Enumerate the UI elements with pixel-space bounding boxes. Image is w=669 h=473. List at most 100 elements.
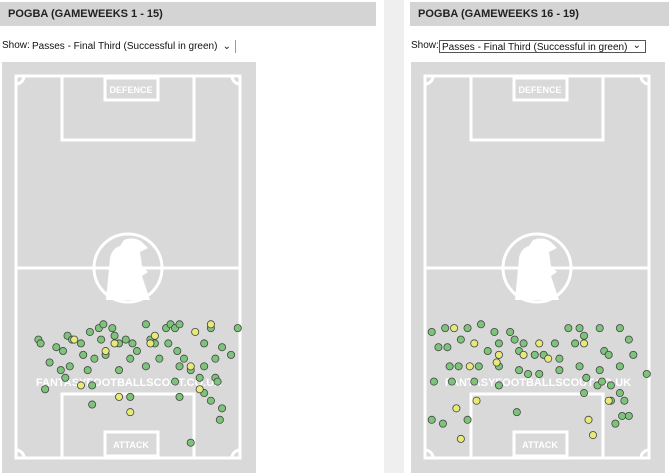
centre-circle — [92, 232, 164, 304]
pass-dot — [515, 366, 524, 375]
pass-dot — [595, 366, 604, 375]
pass-dot — [218, 404, 227, 413]
pass-dot — [456, 335, 465, 344]
pass-dot — [175, 392, 184, 401]
pass-dot — [233, 324, 242, 333]
goal-box — [512, 76, 569, 102]
pass-dot — [88, 400, 97, 409]
corner-arc — [15, 75, 26, 86]
pass-dot — [141, 320, 150, 329]
pass-dot — [463, 324, 472, 333]
pass-dot — [620, 396, 629, 405]
pass-dot — [606, 381, 615, 390]
pass-dot — [575, 362, 584, 371]
pass-dot — [445, 362, 454, 371]
pass-dot — [429, 377, 438, 386]
pass-dot — [519, 339, 528, 348]
panel-title: POGBA (GAMEWEEKS 16 - 19) — [410, 2, 669, 26]
pass-dot — [642, 369, 651, 378]
corner-arc — [639, 448, 650, 459]
pass-dot — [443, 343, 452, 352]
corner-arc — [230, 75, 241, 86]
penalty-box — [469, 392, 605, 460]
goal-box — [512, 430, 569, 458]
pass-dot — [175, 320, 184, 329]
pass-dot — [90, 354, 99, 363]
pass-dot — [179, 354, 188, 363]
pass-dot — [490, 327, 499, 336]
pass-dot — [128, 339, 137, 348]
pass-dot — [195, 385, 204, 394]
pass-dot — [470, 339, 479, 348]
show-label: Show: — [411, 40, 439, 51]
zone-label: ATTACK — [113, 440, 149, 450]
zone-label: ATTACK — [522, 440, 558, 450]
corner-arc — [15, 448, 26, 459]
corner-arc — [639, 75, 650, 86]
pass-dot — [555, 366, 564, 375]
pass-dot — [126, 392, 135, 401]
pass-dot — [450, 324, 459, 333]
corner-arc — [230, 448, 241, 459]
pass-dot — [597, 377, 606, 386]
select-text: Passes - Final Third (Successful in gree… — [32, 41, 218, 52]
chevron: ⌄ — [632, 40, 641, 51]
select[interactable]: Passes - Final Third (Successful in gree… — [439, 40, 646, 53]
zone-label: DEFENCE — [109, 85, 152, 95]
pass-dot — [615, 389, 624, 398]
pass-dot — [519, 350, 528, 359]
pass-dot — [470, 377, 479, 386]
pass-dot — [555, 354, 564, 363]
pass-dot — [99, 320, 108, 329]
pass-dot — [215, 415, 224, 424]
pass-dot — [535, 369, 544, 378]
goal-box — [103, 430, 160, 458]
pass-dot — [618, 411, 627, 420]
pass-dot — [550, 339, 559, 348]
pass-dot — [108, 324, 117, 333]
pass-dot — [171, 377, 180, 386]
pass-dot — [70, 335, 79, 344]
pass-dot — [101, 347, 110, 356]
pass-dot — [447, 377, 456, 386]
logo — [106, 238, 150, 300]
pass-dot — [588, 431, 597, 440]
pass-dot — [441, 324, 450, 333]
pass-dot — [115, 366, 124, 375]
pass-dot — [186, 438, 195, 447]
penalty-box — [469, 74, 605, 142]
pass-dot — [146, 339, 155, 348]
pass-dot — [580, 389, 589, 398]
pass-dot — [155, 354, 164, 363]
pass-dot — [65, 362, 74, 371]
pass-dot — [56, 366, 65, 375]
pass-dot — [206, 320, 215, 329]
pass-dot — [494, 350, 503, 359]
pass-dot — [76, 381, 85, 390]
pass-dot — [472, 396, 481, 405]
pass-dot — [535, 339, 544, 348]
pass-dot — [211, 354, 220, 363]
select-text: Passes - Final Third (Successful in gree… — [442, 42, 628, 53]
pass-dot — [59, 347, 68, 356]
show-label: Show: — [2, 40, 30, 51]
pass-dot — [512, 408, 521, 417]
pass-dot — [483, 347, 492, 356]
select[interactable]: Passes - Final Third (Successful in gree… — [30, 40, 236, 53]
pass-dot — [463, 415, 472, 424]
pass-dot — [110, 339, 119, 348]
pass-dot — [584, 415, 593, 424]
pass-dot — [164, 339, 173, 348]
pass-dot — [115, 392, 124, 401]
panel: POGBA (GAMEWEEKS 16 - 19) Show: Passes -… — [410, 0, 669, 473]
goal-box — [103, 76, 160, 102]
corner-arc — [424, 448, 435, 459]
pass-dot — [604, 350, 613, 359]
zone-label: DEFENCE — [518, 85, 561, 95]
pass-dot — [582, 373, 591, 382]
pass-dot — [510, 335, 519, 344]
pass-dot — [454, 362, 463, 371]
pass-dot — [83, 366, 92, 375]
pass-dot — [624, 411, 633, 420]
